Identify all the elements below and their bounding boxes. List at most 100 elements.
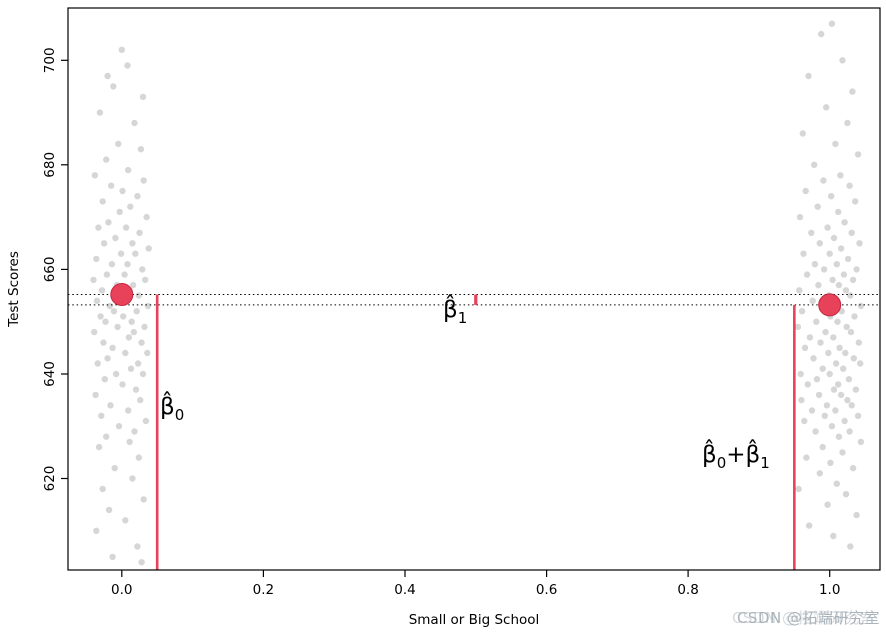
big-school-scores-point (837, 172, 844, 179)
big-school-scores-point (820, 177, 827, 184)
big-school-scores-point (822, 328, 829, 336)
small-school-scores-point (139, 370, 147, 378)
big-school-scores-point (813, 376, 821, 383)
x-tick-label: 0.8 (677, 582, 698, 598)
small-school-scores-point (117, 250, 125, 257)
big-school-scores-point (823, 104, 830, 111)
small-school-scores-point (138, 339, 145, 346)
big-school-scores-point (843, 323, 850, 331)
big-school-scores-point (794, 323, 802, 331)
big-school-scores-point (844, 396, 851, 404)
small-school-scores-point (119, 187, 126, 195)
small-school-scores-point (103, 433, 110, 440)
small-school-scores-point (129, 475, 136, 482)
small-school-scores-point (111, 464, 118, 472)
small-school-scores-point (91, 172, 99, 179)
small-school-scores-point (110, 83, 117, 90)
big-school-scores-point (803, 454, 810, 461)
big-school-scores-point (828, 423, 836, 430)
big-school-scores-point (829, 276, 836, 284)
small-school-scores-point (143, 213, 150, 221)
small-school-scores-point (120, 313, 127, 320)
small-school-scores-point (115, 423, 123, 430)
small-school-scores-point (137, 146, 145, 153)
x-tick-label: 1.0 (819, 582, 840, 598)
watermark: CSDN @拓端研究室 (736, 609, 880, 627)
small-school-scores-point (97, 313, 104, 320)
big-school-scores-point (804, 381, 811, 388)
big-school-scores-point (815, 281, 822, 289)
small-school-scores-point (103, 156, 110, 163)
small-school-scores-point (128, 318, 135, 325)
big-school-scores-point (816, 240, 823, 247)
y-tick-label: 660 (42, 257, 58, 283)
big-school-scores-point (853, 511, 860, 519)
big-school-scores-point (813, 318, 820, 325)
small-school-scores-point (122, 349, 129, 357)
big-school-scores-point (810, 355, 817, 362)
big-school-scores-point (796, 213, 804, 221)
big-school-scores-point (816, 470, 823, 477)
big-school-scores-point (801, 344, 809, 351)
y-tick-label: 680 (42, 152, 58, 178)
small-school-scores-point (106, 302, 114, 310)
big-school-scores-point (854, 412, 862, 419)
small-school-scores-point (103, 271, 111, 278)
big-school-scores-point (814, 203, 821, 210)
big-school-scores-point (830, 334, 837, 341)
small-school-scores-point (144, 349, 151, 357)
big-school-scores-point (845, 376, 853, 383)
small-school-scores-point (96, 109, 104, 116)
big-school-scores-point (840, 271, 848, 278)
small-school-scores-point (93, 527, 100, 534)
big-school-scores-point (801, 417, 808, 425)
big-school-scores-point (824, 501, 831, 508)
plus-sign: + (726, 442, 746, 468)
small-school-scores-point (122, 224, 130, 231)
big-school-scores-point (835, 381, 842, 388)
small-school-scores-point (109, 344, 116, 351)
small-school-scores-point (142, 276, 149, 284)
beta0-symbol: β̂ (160, 394, 175, 420)
big-school-scores-point (852, 198, 859, 205)
big-school-scores-point (802, 187, 809, 195)
big-school-scores-point (849, 276, 857, 284)
small-school-scores-point (137, 396, 144, 404)
x-tick-label: 0.0 (111, 582, 132, 598)
big-school-scores-point (803, 271, 811, 278)
big-school-scores-point (819, 365, 826, 372)
beta0-annotation: β̂0 (160, 396, 184, 423)
group-mean-dot (818, 293, 842, 317)
x-tick-label: 0.4 (394, 582, 415, 598)
big-school-scores-point (821, 412, 828, 419)
big-school-scores-point (852, 386, 860, 393)
beta1-symbol: β̂ (443, 297, 458, 323)
small-school-scores-point (107, 402, 114, 409)
small-school-scores-point (98, 412, 105, 419)
beta0-subscript: 0 (716, 454, 727, 472)
big-school-scores-point (809, 297, 816, 304)
big-school-scores-point (815, 391, 823, 399)
small-school-scores-point (139, 266, 146, 273)
big-school-scores-point (855, 339, 862, 346)
big-school-scores-point (844, 255, 852, 263)
beta1-symbol: β̂ (745, 442, 761, 468)
big-school-scores-point (840, 365, 847, 372)
big-school-scores-point (841, 219, 848, 226)
small-school-scores-point (122, 517, 129, 524)
big-school-scores-point (842, 287, 850, 294)
big-school-scores-point (806, 334, 814, 341)
small-school-scores-point (100, 240, 108, 247)
big-school-scores-point (808, 229, 815, 236)
big-school-scores-point (826, 250, 833, 257)
small-school-scores-point (138, 559, 145, 566)
small-school-scores-point (95, 443, 103, 451)
small-school-scores-point (90, 276, 97, 284)
big-school-scores-point (857, 438, 865, 446)
big-school-scores-point (849, 464, 857, 472)
big-school-scores-point (799, 130, 806, 137)
small-school-scores-point (92, 391, 99, 399)
small-school-scores-point (140, 177, 147, 184)
big-school-scores-point (832, 360, 840, 367)
